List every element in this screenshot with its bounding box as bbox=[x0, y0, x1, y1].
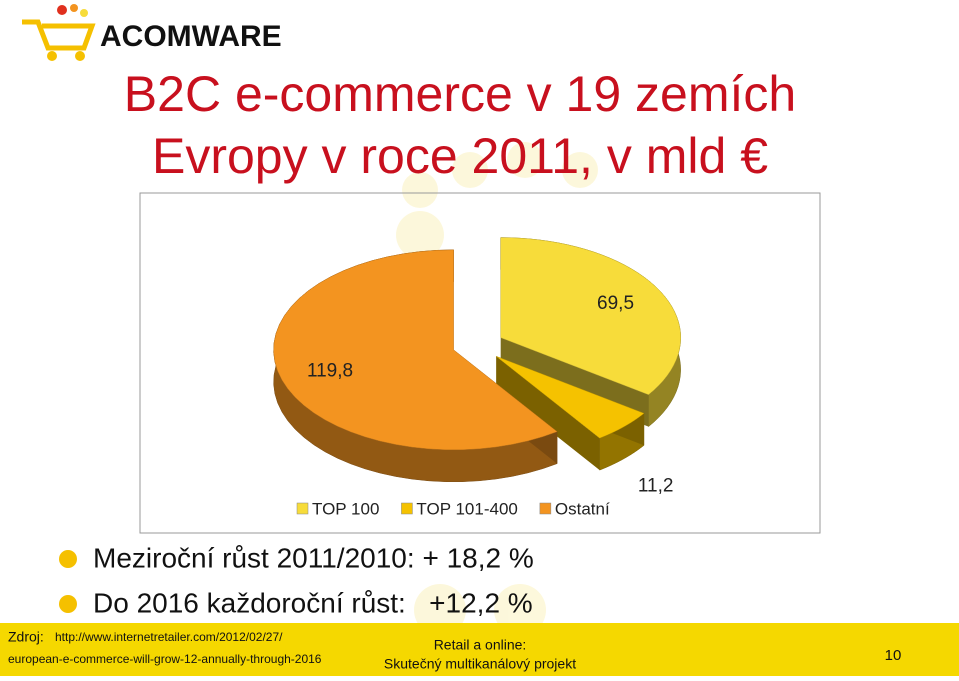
bullet: Do 2016 každoroční růst: +12,2 % bbox=[93, 587, 533, 618]
legend-label: Ostatní bbox=[555, 499, 610, 518]
pie-chart: 69,5 11,2 119,8 bbox=[273, 237, 681, 496]
pie-slice bbox=[500, 237, 681, 395]
footer-center: Retail a online: bbox=[434, 637, 527, 653]
bullet: Meziroční růst 2011/2010: + 18,2 % bbox=[93, 542, 534, 573]
logo-cart bbox=[22, 4, 96, 61]
footer-source: european-e-commerce-will-grow-12-annuall… bbox=[8, 652, 322, 666]
page-number: 10 bbox=[885, 647, 902, 664]
footer-source: http://www.internetretailer.com/2012/02/… bbox=[55, 630, 283, 644]
data-label: 11,2 bbox=[638, 475, 674, 496]
pie-slice bbox=[495, 356, 645, 439]
title-line: B2C e-commerce v 19 zemích bbox=[124, 66, 796, 122]
data-label: 69,5 bbox=[597, 293, 634, 314]
chart-frame bbox=[139, 192, 821, 534]
logo-text: ACOMWARE bbox=[100, 20, 282, 53]
footer-center: Skutečný multikanálový projekt bbox=[384, 656, 576, 672]
legend-swatch bbox=[539, 502, 552, 515]
legend-label: TOP 100 bbox=[312, 499, 379, 518]
pie-tops bbox=[273, 237, 681, 450]
title-line: Evropy v roce 2011, v mld € bbox=[152, 128, 768, 184]
footer-source-label: Zdroj: bbox=[8, 629, 44, 645]
bullet-icon bbox=[59, 550, 77, 568]
data-label: 119,8 bbox=[307, 361, 353, 382]
legend-swatch bbox=[296, 502, 309, 515]
legend-swatch bbox=[401, 502, 413, 515]
footer-band bbox=[0, 623, 959, 676]
legend: TOP 100 TOP 101-400 Ostatní bbox=[296, 499, 610, 518]
pie-slice bbox=[273, 249, 558, 450]
legend-label: TOP 101-400 bbox=[416, 499, 517, 518]
bullet-icon bbox=[59, 595, 77, 613]
